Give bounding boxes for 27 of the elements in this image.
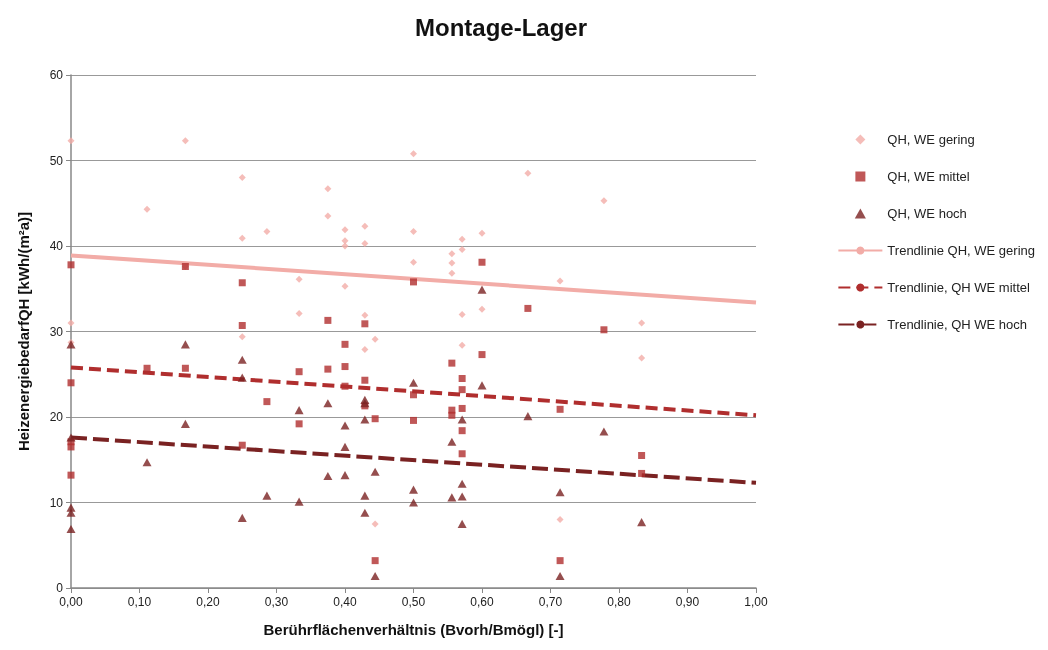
x-axis-title: Berührflächenverhältnis (Bvorh/Bmögl) [-] xyxy=(263,621,564,638)
y-tick-label: 0 xyxy=(56,581,64,595)
y-tick-label: 60 xyxy=(49,68,64,82)
legend-label: Trendlinie QH, WE gering xyxy=(887,243,1036,258)
x-tick-label: 0,50 xyxy=(401,595,426,609)
legend-label: Trendlinie, QH WE mittel xyxy=(887,280,1031,295)
legend-label: QH, WE mittel xyxy=(887,169,970,184)
x-tick-label: 0,60 xyxy=(470,595,494,609)
legend-label: QH, WE hoch xyxy=(887,206,967,221)
y-tick-label: 30 xyxy=(49,324,64,339)
x-tick-label: 1,00 xyxy=(744,595,768,609)
x-tick-label: 0,00 xyxy=(59,595,83,609)
x-tick-label: 0,10 xyxy=(127,595,152,609)
y-tick-label: 40 xyxy=(49,239,64,253)
x-tick-label: 0,20 xyxy=(196,595,220,609)
x-tick-label: 0,80 xyxy=(607,595,631,609)
chart-title: Montage-Lager xyxy=(414,13,588,41)
y-tick-label: 10 xyxy=(49,495,64,510)
x-tick-label: 0,70 xyxy=(538,595,563,609)
legend-label: QH, WE gering xyxy=(887,132,975,147)
x-tick-label: 0,30 xyxy=(264,595,289,609)
y-tick-label: 50 xyxy=(49,153,64,168)
y-axis-title: HeizenergiebedarfQH [kWh/(m²a)] xyxy=(15,211,32,452)
x-tick-label: 0,40 xyxy=(333,595,357,609)
legend-label: Trendlinie, QH WE hoch xyxy=(887,317,1028,332)
y-tick-label: 20 xyxy=(49,410,64,424)
x-tick-label: 0,90 xyxy=(675,595,700,609)
